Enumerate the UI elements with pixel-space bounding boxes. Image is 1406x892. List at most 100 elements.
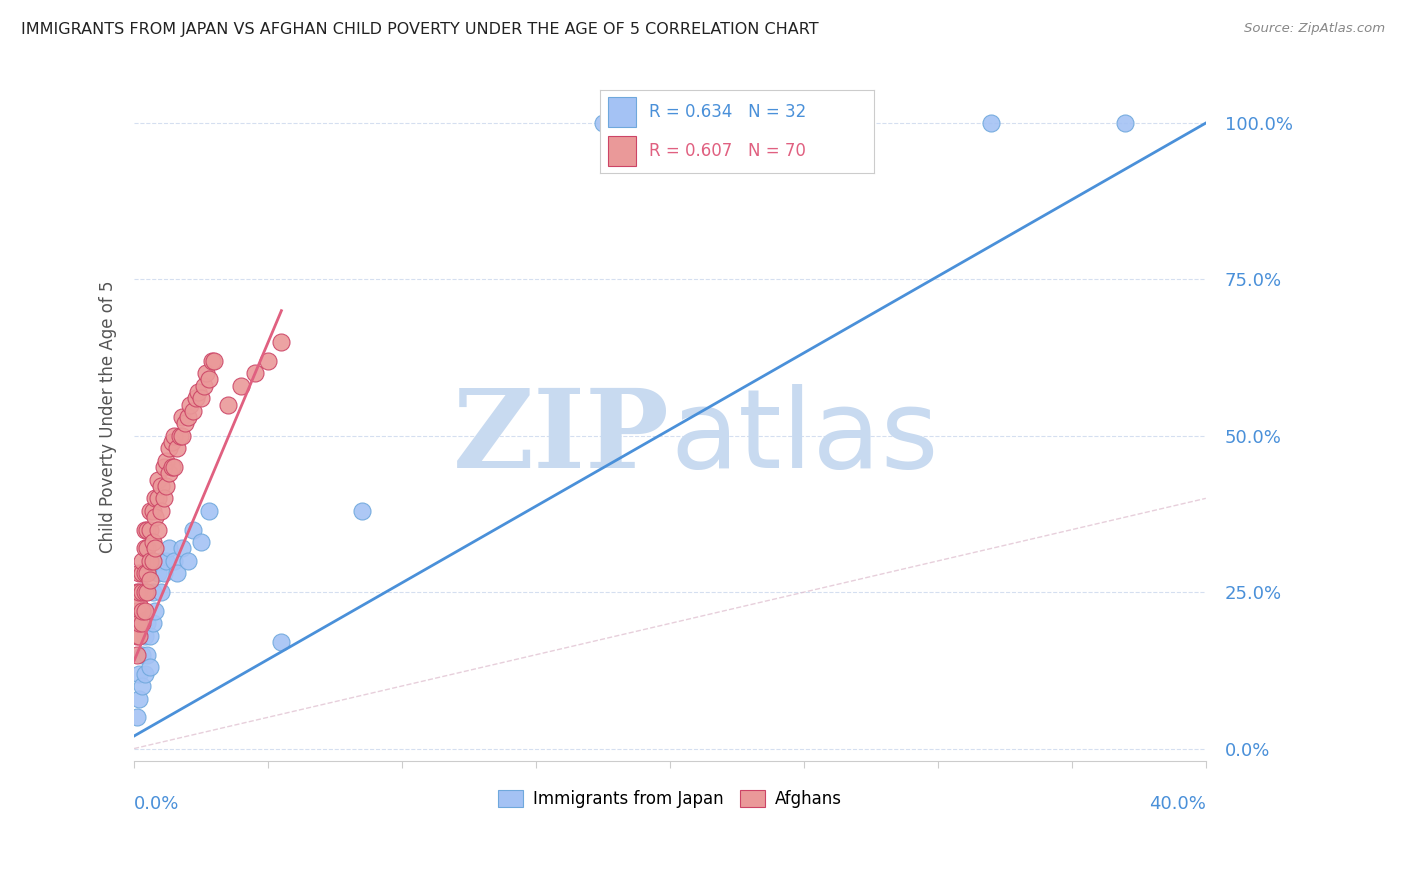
Point (152, 491, 174, 506)
Point (270, 635, 292, 649)
Point (157, 541, 180, 556)
Point (163, 460, 186, 475)
Point (125, 629, 148, 643)
Point (146, 523, 169, 537)
Point (134, 585, 156, 599)
Point (134, 629, 156, 643)
Point (139, 523, 162, 537)
Point (139, 629, 162, 643)
Point (139, 573, 162, 587)
Point (149, 585, 172, 599)
Point (134, 541, 156, 556)
Point (128, 666, 150, 681)
Point (131, 554, 153, 568)
Point (592, 116, 614, 130)
Point (145, 510, 167, 524)
Point (166, 566, 188, 581)
Point (152, 460, 174, 475)
Point (125, 604, 148, 618)
Point (217, 397, 239, 411)
Point (155, 479, 177, 493)
Point (190, 391, 212, 405)
Point (142, 535, 165, 549)
Point (145, 541, 167, 556)
Point (172, 541, 194, 556)
Point (139, 504, 162, 518)
Point (131, 566, 153, 581)
Point (134, 523, 156, 537)
Point (136, 585, 159, 599)
Point (131, 679, 153, 693)
Point (163, 429, 186, 443)
Point (160, 460, 183, 475)
Point (146, 566, 169, 581)
Point (257, 353, 280, 368)
Text: Source: ZipAtlas.com: Source: ZipAtlas.com (1244, 22, 1385, 36)
Point (155, 554, 177, 568)
Point (172, 410, 194, 425)
Point (142, 554, 165, 568)
Point (176, 410, 198, 425)
Text: 0.0%: 0.0% (134, 796, 180, 814)
Point (125, 585, 148, 599)
Point (131, 616, 153, 631)
Point (125, 710, 148, 724)
Text: ZIP: ZIP (453, 384, 669, 491)
Point (172, 429, 194, 443)
Point (134, 604, 156, 618)
Point (139, 554, 162, 568)
Point (128, 691, 150, 706)
Point (136, 648, 159, 662)
Text: IMMIGRANTS FROM JAPAN VS AFGHAN CHILD POVERTY UNDER THE AGE OF 5 CORRELATION CHA: IMMIGRANTS FROM JAPAN VS AFGHAN CHILD PO… (21, 22, 818, 37)
Point (128, 566, 150, 581)
Point (179, 397, 201, 411)
Point (980, 116, 1002, 130)
Point (128, 616, 150, 631)
Point (190, 535, 212, 549)
Point (136, 566, 159, 581)
Point (184, 391, 207, 405)
Point (149, 479, 172, 493)
Text: 40.0%: 40.0% (1149, 796, 1206, 814)
Point (157, 467, 180, 481)
Point (181, 523, 204, 537)
Point (195, 366, 218, 380)
Point (134, 666, 156, 681)
Point (136, 523, 159, 537)
Point (166, 442, 188, 456)
Point (198, 504, 221, 518)
Point (198, 372, 221, 386)
Point (193, 378, 215, 392)
Point (128, 585, 150, 599)
Point (270, 334, 292, 349)
Point (131, 604, 153, 618)
Point (152, 566, 174, 581)
Point (176, 554, 198, 568)
Point (145, 604, 167, 618)
Point (174, 417, 197, 431)
Point (146, 473, 169, 487)
Point (128, 598, 150, 612)
Point (231, 378, 253, 392)
Point (187, 384, 209, 399)
Point (139, 660, 162, 674)
Point (131, 648, 153, 662)
Legend: Immigrants from Japan, Afghans: Immigrants from Japan, Afghans (491, 783, 849, 814)
Point (201, 353, 224, 368)
Point (149, 504, 172, 518)
Point (128, 629, 150, 643)
Point (155, 454, 177, 468)
Point (145, 491, 167, 506)
Point (181, 404, 204, 418)
Point (169, 429, 191, 443)
Point (243, 366, 266, 380)
Point (136, 616, 159, 631)
Point (149, 554, 172, 568)
Point (163, 554, 186, 568)
Point (142, 504, 165, 518)
Point (202, 353, 225, 368)
Point (131, 585, 153, 599)
Y-axis label: Child Poverty Under the Age of 5: Child Poverty Under the Age of 5 (100, 281, 117, 553)
Point (136, 541, 159, 556)
Point (134, 566, 156, 581)
